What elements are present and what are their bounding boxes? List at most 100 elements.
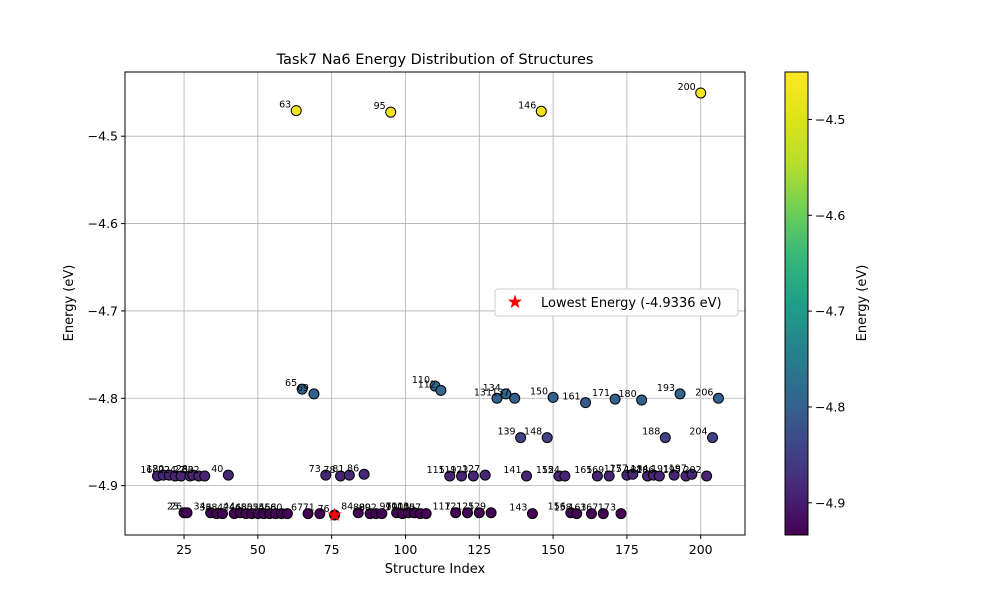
point-label: 50 [241,503,253,514]
data-point [597,508,609,520]
point-label: 101 [385,502,403,513]
data-point [385,106,397,118]
data-point [559,470,571,482]
data-point [674,388,686,400]
point-label: 161 [562,392,580,403]
point-label: 117 [433,502,451,513]
point-label: 42 [217,503,229,514]
point-label: 99 [385,503,397,514]
data-point [450,507,462,519]
x-tick-label: 150 [541,542,565,557]
data-point [585,508,597,520]
data-point [343,469,355,481]
colorbar-label: Energy (eV) [855,265,870,342]
data-point [308,388,320,400]
point-label: 143 [509,503,527,514]
point-label: 167 [580,503,598,514]
point-label: 24 [164,465,176,476]
data-point [541,432,553,444]
data-point [571,508,583,520]
data-marks [151,87,724,522]
data-point [603,470,615,482]
data-point [435,384,447,396]
point-label: 69 [297,383,309,394]
point-label: 86 [347,463,359,474]
point-label: 54 [253,503,265,514]
y-axis-label: Energy (eV) [62,265,77,342]
point-label: 25 [167,502,179,513]
data-point [199,470,211,482]
point-label: 90 [359,503,371,514]
point-label: 182 [624,465,642,476]
point-label: 18 [146,464,158,475]
point-label: 88 [353,503,365,514]
data-point [444,470,456,482]
x-tick-label: 100 [394,542,418,557]
point-label: 186 [636,465,654,476]
y-tick-label: −4.9 [88,478,118,493]
point-label: 84 [341,502,353,513]
point-label: 105 [397,503,415,514]
point-label: 134 [483,383,501,394]
y-tick-label: −4.7 [88,303,118,318]
colorbar-tick-label: −4.5 [815,112,845,127]
point-label: 78 [323,465,335,476]
point-label: 52 [247,503,259,514]
x-tick-label: 75 [324,542,340,557]
data-point [707,432,719,444]
y-tick-label: −4.6 [88,216,118,231]
colorbar-tick-label: −4.7 [815,304,845,319]
point-label: 129 [468,502,486,513]
data-point [296,383,308,395]
colorbar-tick-label: −4.6 [815,208,845,223]
point-label: 123 [450,465,468,476]
colorbar-ticks: −4.9 −4.8 −4.7 −4.6 −4.5 [808,112,845,510]
colorbar-tick-label: −4.9 [815,495,845,510]
point-label: 36 [199,503,211,514]
legend-star-icon [507,294,523,309]
data-point [320,469,332,481]
point-label: 184 [630,464,648,475]
point-label: 119 [438,465,456,476]
point-label: 141 [503,465,521,476]
point-label: 197 [669,463,687,474]
data-point [216,508,228,520]
data-point [636,394,648,406]
point-label: 32 [188,465,200,476]
data-point [461,507,473,519]
data-point [467,470,479,482]
data-point [485,507,497,519]
x-axis-label: Structure Index [385,562,486,577]
plot-frame [124,71,746,536]
point-label: 22 [158,465,170,476]
data-point [712,392,724,404]
data-point [420,508,432,520]
data-point [609,393,621,405]
x-tick-label: 50 [250,542,266,557]
data-point [653,470,665,482]
data-point [302,508,314,520]
point-label: 110 [412,375,430,386]
lowest-energy-star [327,507,342,522]
point-label: 169 [586,465,604,476]
point-label: 193 [657,383,675,394]
point-label: 150 [530,386,548,397]
data-point [491,392,503,404]
data-point [352,507,364,519]
x-tick-label: 125 [467,542,491,557]
legend-label: Lowest Energy (-4.9336 eV) [541,296,722,311]
point-label: 202 [683,465,701,476]
point-label: 76 [318,504,330,515]
data-point [456,470,468,482]
point-label: 180 [619,389,637,400]
data-point [701,470,713,482]
data-point [547,391,559,403]
point-label: 60 [270,503,282,514]
point-label: 158 [554,503,572,514]
point-label: 139 [497,427,515,438]
data-point [695,87,707,99]
point-label: 156 [548,502,566,513]
point-label: 28 [176,464,188,475]
point-label: 97 [380,502,392,513]
